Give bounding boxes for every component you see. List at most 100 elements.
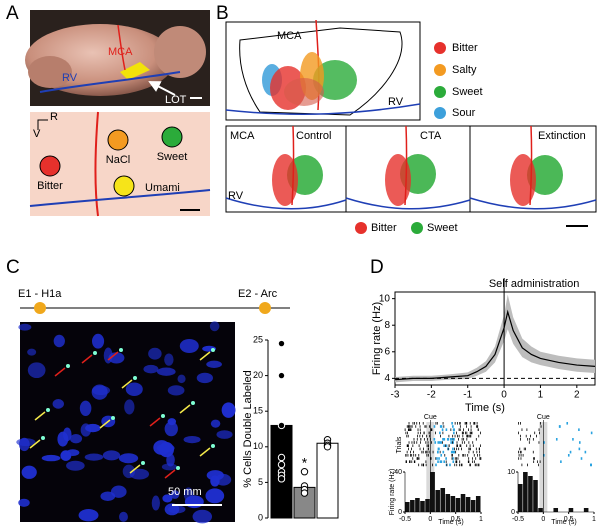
y-axis-label: Firing rate (Hz) — [371, 302, 383, 375]
arrow — [107, 351, 119, 361]
panel-label: B — [216, 3, 229, 24]
data-point — [277, 475, 286, 483]
cell — [164, 421, 178, 437]
y-tick-label: 10 — [253, 441, 263, 451]
labeled-cell — [111, 416, 115, 420]
histogram-bar — [420, 501, 425, 512]
x-tick-label: -0.5 — [399, 516, 411, 523]
y-tick-label: 0 — [258, 512, 263, 522]
cell — [183, 435, 201, 444]
cell — [164, 503, 180, 516]
cell — [206, 360, 222, 368]
histogram-bar — [410, 500, 415, 512]
arrow — [121, 379, 133, 389]
data-point — [277, 453, 286, 462]
legend-label: Salty — [452, 64, 477, 76]
y-tick-label: 0 — [398, 509, 402, 516]
cell — [66, 460, 85, 471]
x-tick-label: 2 — [574, 390, 580, 401]
plot-frame — [394, 291, 596, 386]
cell — [18, 498, 30, 507]
histogram-bar — [450, 496, 456, 512]
data-point — [300, 489, 309, 497]
histogram-bar — [470, 500, 476, 512]
arrow — [199, 351, 211, 361]
arrow — [149, 417, 161, 427]
y-tick-label: 0 — [511, 509, 515, 516]
cell — [143, 364, 159, 374]
y-tick-label: 25 — [253, 334, 263, 344]
cell — [157, 367, 176, 376]
panel-label: C — [6, 257, 20, 278]
legend-label: Sweet — [427, 222, 458, 234]
y-axis-label: % Cells Double Labeled — [242, 370, 254, 487]
labeled-cell — [133, 376, 137, 380]
x-axis-label: Time (s) — [465, 402, 505, 414]
condition-label: CTA — [420, 130, 442, 142]
y-tick-label: 10 — [379, 293, 391, 304]
taste-label: NaCl — [106, 154, 130, 166]
y-tick-label: 10 — [507, 469, 515, 476]
data-point — [323, 443, 332, 451]
cell — [162, 494, 173, 503]
mca-label: MCA — [277, 30, 302, 42]
histogram-bar — [415, 498, 420, 512]
labeled-cell — [46, 408, 50, 412]
y-tick-label: 20 — [253, 370, 263, 380]
data-point — [277, 371, 286, 380]
taste-map — [29, 111, 211, 217]
x-tick-label: 0 — [428, 516, 432, 523]
x-tick-label: 1 — [538, 390, 544, 401]
data-point — [277, 421, 286, 430]
arrow — [54, 367, 66, 377]
labeled-cell — [161, 414, 165, 418]
cell — [192, 509, 213, 524]
histogram-bar — [583, 508, 589, 512]
cell — [179, 338, 199, 353]
cell — [102, 450, 121, 461]
histogram-bar — [435, 490, 440, 512]
event-label: Cue — [424, 414, 437, 421]
x-axis-label: Time (s) — [438, 519, 463, 526]
labeled-cell — [119, 348, 123, 352]
cell — [196, 372, 213, 384]
x-axis-label: Time (s) — [551, 519, 576, 526]
histogram-bar — [445, 494, 451, 512]
condition-label: Extinction — [538, 130, 586, 142]
legend-label: Bitter — [371, 222, 397, 234]
histogram-bar — [528, 476, 533, 512]
condition-label: Control — [296, 130, 331, 142]
arrow — [164, 469, 176, 479]
legend-label: Sweet — [452, 86, 483, 98]
taste-label: Sweet — [157, 151, 188, 163]
arrow — [129, 464, 141, 474]
raster-label: Trials — [396, 436, 403, 453]
arrow — [179, 404, 191, 414]
x-tick-label: 0.5 — [564, 516, 574, 523]
brain-photo — [25, 10, 210, 106]
x-tick-label: -3 — [391, 390, 400, 401]
arrow — [29, 439, 41, 449]
arrow — [34, 411, 46, 421]
cell — [221, 402, 236, 418]
electrode-label: E1 - H1a — [18, 288, 62, 300]
legend-swatch — [434, 42, 446, 54]
cell — [84, 453, 104, 461]
scale-label: 50 mm — [168, 486, 202, 498]
cell — [122, 464, 136, 479]
cell — [124, 399, 135, 415]
arrow — [81, 354, 93, 364]
rv-label: RV — [228, 190, 244, 202]
labeled-cell — [41, 436, 45, 440]
cell — [108, 352, 125, 364]
x-tick-label: 0 — [501, 390, 507, 401]
arrow — [199, 447, 211, 457]
x-tick-label: 1 — [592, 516, 596, 523]
x-tick-label: -1 — [463, 390, 472, 401]
taste-overlap-map — [225, 19, 421, 121]
event-label: Cue — [537, 414, 550, 421]
cell — [100, 491, 116, 502]
data-point — [277, 460, 286, 469]
cell — [170, 490, 180, 499]
